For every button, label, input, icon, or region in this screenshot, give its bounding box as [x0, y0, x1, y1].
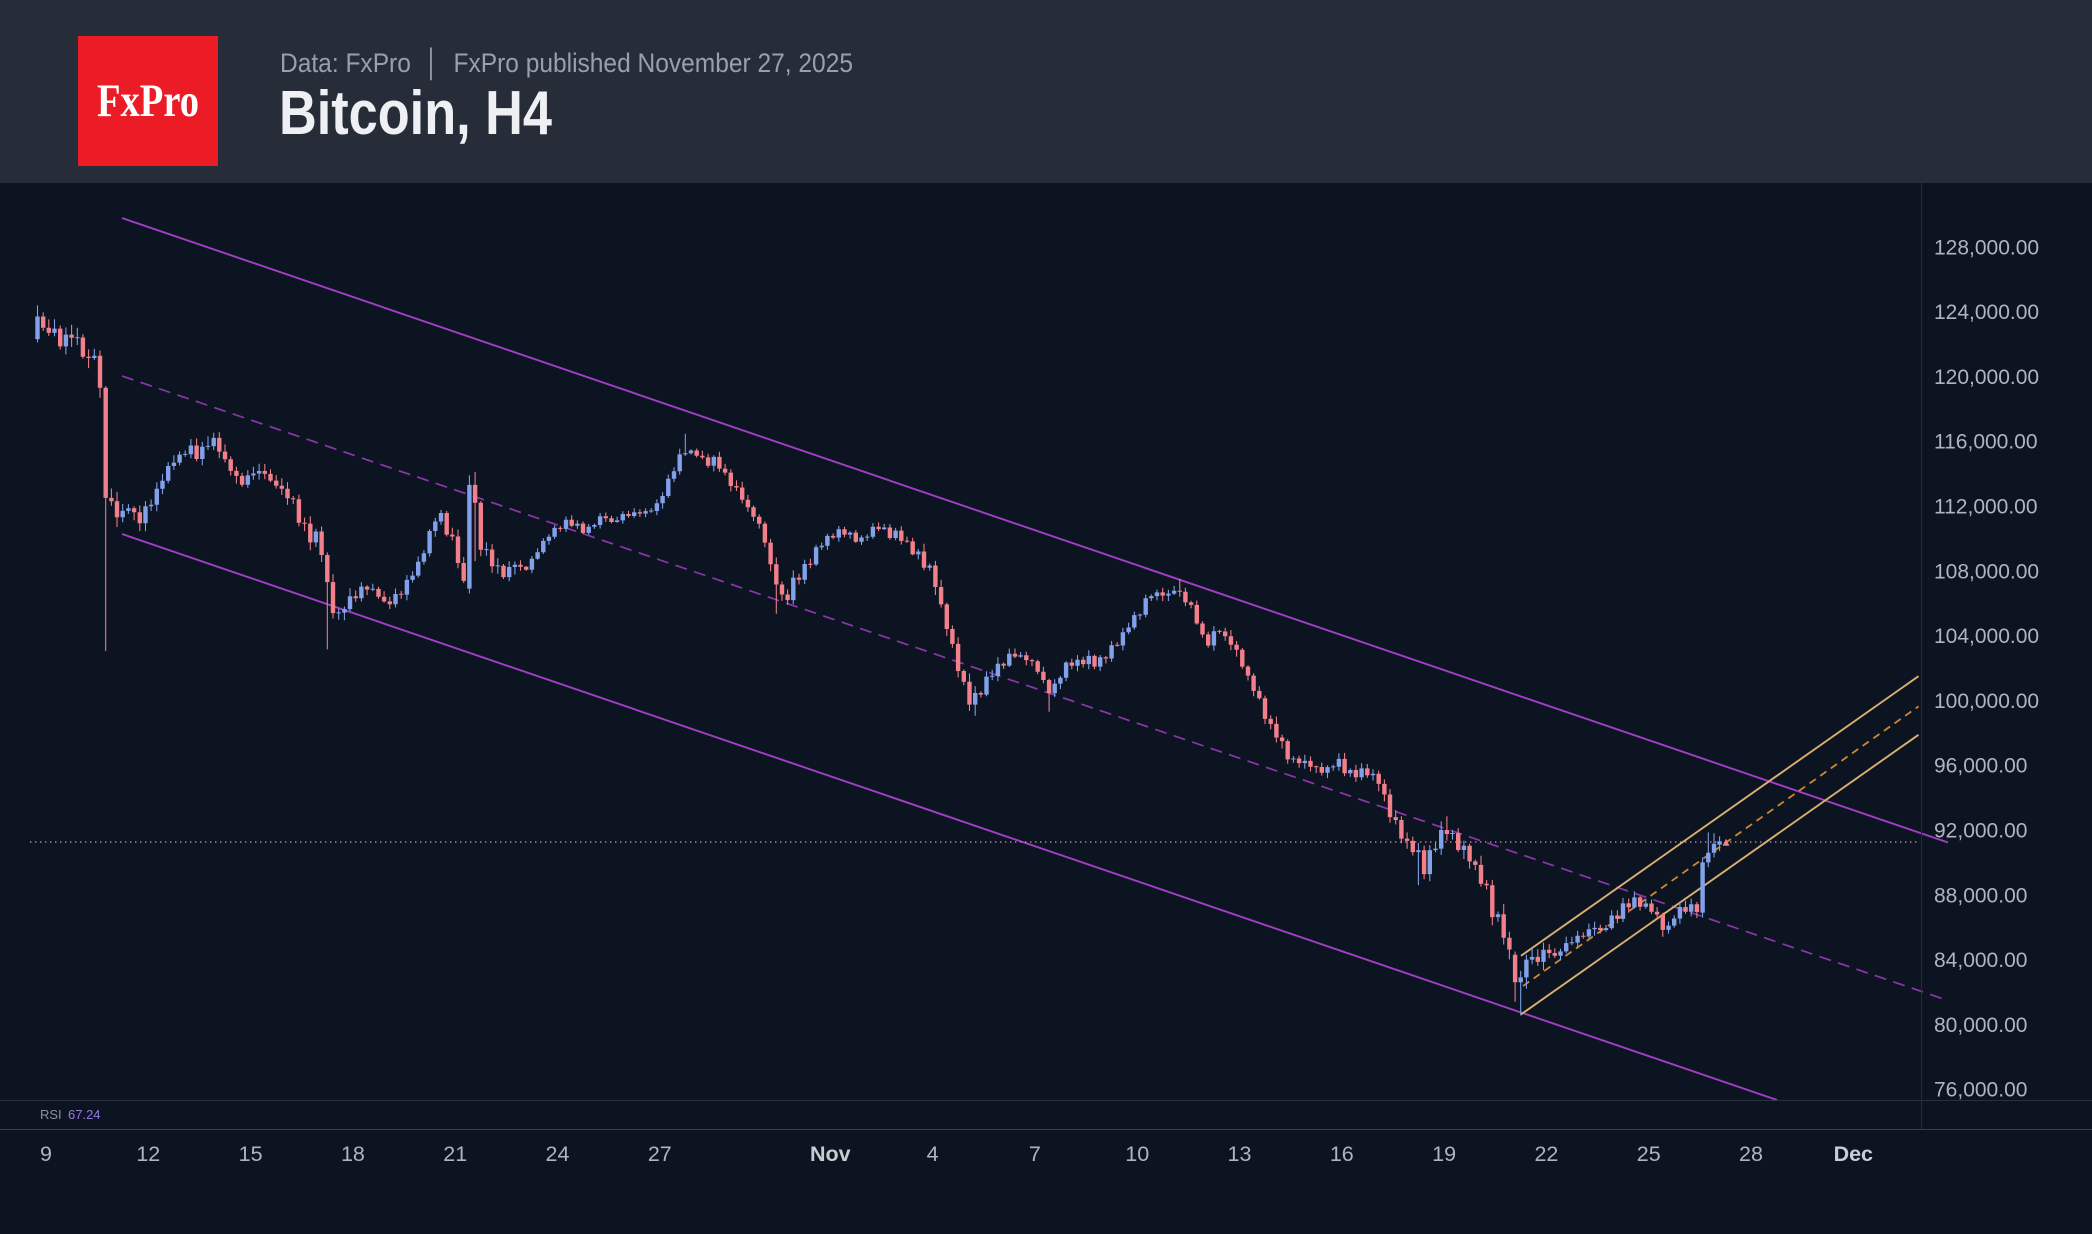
- svg-text:4: 4: [927, 1142, 939, 1166]
- svg-text:Data: FxPro │ FxPro publishe: Data: FxPro │ FxPro published November 2…: [280, 47, 853, 81]
- svg-text:96,000.00: 96,000.00: [1934, 755, 2027, 778]
- svg-text:9: 9: [40, 1142, 52, 1166]
- svg-text:10: 10: [1125, 1142, 1149, 1166]
- svg-text:120,000.00: 120,000.00: [1934, 366, 2039, 389]
- svg-text:104,000.00: 104,000.00: [1934, 625, 2039, 648]
- svg-text:18: 18: [341, 1142, 365, 1166]
- svg-text:25: 25: [1637, 1142, 1661, 1166]
- svg-text:Dec: Dec: [1834, 1142, 1873, 1166]
- svg-text:24: 24: [546, 1142, 570, 1166]
- svg-text:84,000.00: 84,000.00: [1934, 949, 2027, 972]
- svg-text:12: 12: [136, 1142, 160, 1166]
- svg-text:19: 19: [1432, 1142, 1456, 1166]
- svg-text:67.24: 67.24: [68, 1107, 101, 1122]
- svg-text:124,000.00: 124,000.00: [1934, 301, 2039, 324]
- svg-text:RSI: RSI: [40, 1107, 62, 1122]
- svg-text:28: 28: [1739, 1142, 1763, 1166]
- svg-text:13: 13: [1228, 1142, 1252, 1166]
- svg-text:FxPro: FxPro: [97, 75, 199, 127]
- svg-text:128,000.00: 128,000.00: [1934, 236, 2039, 259]
- svg-text:92,000.00: 92,000.00: [1934, 820, 2027, 843]
- svg-text:15: 15: [239, 1142, 263, 1166]
- svg-text:76,000.00: 76,000.00: [1934, 1079, 2027, 1102]
- svg-text:16: 16: [1330, 1142, 1354, 1166]
- svg-text:88,000.00: 88,000.00: [1934, 884, 2027, 907]
- svg-text:22: 22: [1534, 1142, 1558, 1166]
- svg-text:7: 7: [1029, 1142, 1041, 1166]
- svg-text:112,000.00: 112,000.00: [1934, 496, 2038, 519]
- svg-text:80,000.00: 80,000.00: [1934, 1014, 2027, 1037]
- svg-text:100,000.00: 100,000.00: [1934, 690, 2039, 713]
- svg-text:Nov: Nov: [810, 1142, 851, 1166]
- svg-text:Bitcoin, H4: Bitcoin, H4: [279, 79, 552, 148]
- svg-text:27: 27: [648, 1142, 672, 1166]
- svg-text:21: 21: [443, 1142, 467, 1166]
- svg-text:108,000.00: 108,000.00: [1934, 560, 2039, 583]
- svg-text:116,000.00: 116,000.00: [1934, 431, 2038, 454]
